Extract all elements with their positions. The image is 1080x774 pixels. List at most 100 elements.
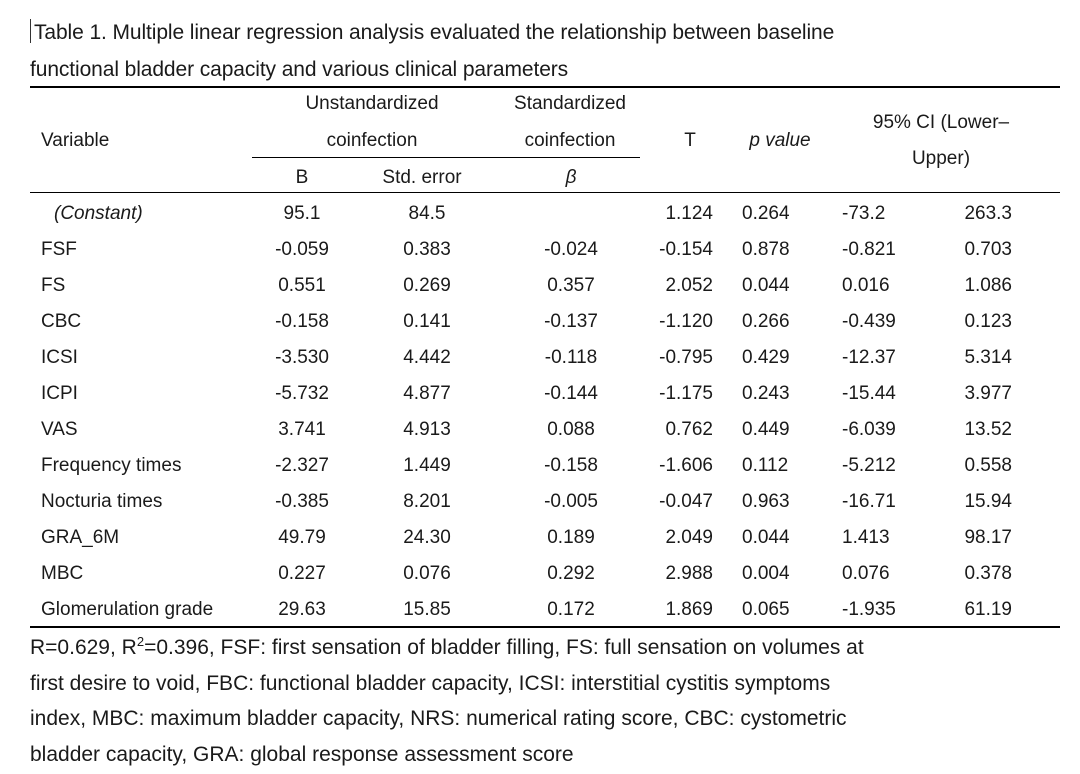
table-notes: R=0.629, R2=0.396, FSF: first sensation … [30,630,1060,772]
cell-ci-lower: -5.212 [842,455,896,476]
cell-p-value: 0.449 [742,419,790,440]
cell-ci-lower: -6.039 [842,419,896,440]
cell-std-error: 4.877 [403,383,451,404]
cell-ci-lower: -73.2 [842,203,886,224]
cell-p-value: 0.878 [742,239,790,260]
cell-t: -0.154 [659,239,713,260]
cell-variable: CBC [41,311,82,332]
caption-line-1: Table 1. Multiple linear regression anal… [30,14,1060,51]
cell-ci-upper: 13.52 [964,419,1012,440]
table-row: VAS 3.741 4.913 0.088 0.762 0.449 -6.039 13.52 [30,412,1060,448]
header-unstandardized-line-1: Unstandardized [305,93,439,114]
table-row: (Constant) 95.1 84.5 1.124 0.264 -73.2 263.3 [30,196,1060,232]
table-row: Nocturia times -0.385 8.201 -0.005 -0.047 0.9… [30,484,1060,520]
cell-beta: 0.088 [547,419,595,440]
cell-p-value: 0.266 [742,311,790,332]
cell-ci-upper: 263.3 [964,203,1012,224]
cell-p-value: 0.065 [742,599,790,620]
header-bottom-rule [30,192,1060,193]
cell-ci-upper: 98.17 [964,527,1012,548]
cell-std-error: 8.201 [403,491,451,512]
cell-b: -0.385 [275,491,329,512]
cell-variable: GRA_6M [41,527,120,548]
header-variable: Variable [41,130,110,151]
table-row: ICSI -3.530 4.442 -0.118 -0.795 0.429 -12.37 5.… [30,340,1060,376]
cell-variable: ICPI [41,383,78,404]
table-caption: Table 1. Multiple linear regression anal… [30,14,1060,88]
cell-std-error: 4.913 [403,419,451,440]
cell-b: -3.530 [275,347,329,368]
cell-t: 2.049 [665,527,713,548]
cell-std-error: 0.269 [403,275,451,296]
cell-beta: -0.144 [544,383,598,404]
cell-t: 1.869 [665,599,713,620]
notes-line-2: first desire to void, FBC: functional bl… [30,671,831,695]
cell-t: -1.606 [659,455,713,476]
cell-t: -0.795 [659,347,713,368]
header-ci-line-2: Upper) [911,148,971,169]
table-row: FSF -0.059 0.383 -0.024 -0.154 0.878 -0.821 0.7… [30,232,1060,268]
table-top-rule [30,86,1060,88]
cell-beta: 0.292 [547,563,595,584]
table-bottom-rule [30,626,1060,628]
cell-b: 0.551 [278,275,326,296]
cell-std-error: 0.076 [403,563,451,584]
cell-ci-upper: 61.19 [964,599,1012,620]
cell-beta: 0.357 [547,275,595,296]
table-row: ICPI -5.732 4.877 -0.144 -1.175 0.243 -15.44 3.… [30,376,1060,412]
cell-t: 2.052 [665,275,713,296]
cell-ci-lower: -1.935 [842,599,896,620]
cell-variable: FSF [41,239,77,260]
cell-ci-lower: 0.076 [842,563,890,584]
cell-ci-lower: -0.821 [842,239,896,260]
table-row: GRA_6M 49.79 24.30 0.189 2.049 0.044 1.413 98.1… [30,520,1060,556]
cell-ci-lower: 0.016 [842,275,890,296]
notes-line-3: index, MBC: maximum bladder capacity, NR… [30,707,847,730]
header-ci-line-1: 95% CI (Lower– [872,112,1010,133]
cell-variable: Frequency times [41,455,182,476]
cell-p-value: 0.044 [742,275,790,296]
cell-variable: Glomerulation grade [41,599,214,620]
notes-line-4: bladder capacity, GRA: global response a… [30,742,574,766]
cell-beta: -0.158 [544,455,598,476]
cell-ci-lower: -12.37 [842,347,896,368]
cell-b: 0.227 [278,563,326,584]
header-subrule [252,157,640,158]
cell-ci-upper: 0.123 [964,311,1012,332]
cell-beta: 0.172 [547,599,595,620]
cell-beta: -0.137 [544,311,598,332]
cell-t: 1.124 [665,203,713,224]
cell-b: -0.158 [275,311,329,332]
caption-line-2: functional bladder capacity and various … [30,58,569,81]
cell-beta: -0.024 [544,239,598,260]
cell-ci-upper: 0.378 [964,563,1012,584]
cell-ci-lower: 1.413 [842,527,890,548]
cell-ci-lower: -15.44 [842,383,896,404]
table-row: MBC 0.227 0.076 0.292 2.988 0.004 0.076 0.378 [30,556,1060,592]
cell-variable: (Constant) [54,203,143,224]
cell-ci-upper: 5.314 [964,347,1012,368]
cell-ci-upper: 1.086 [964,275,1012,296]
cell-ci-upper: 15.94 [964,491,1012,512]
table-row: CBC -0.158 0.141 -0.137 -1.120 0.266 -0.439 0.1… [30,304,1060,340]
table-row: Glomerulation grade 29.63 15.85 0.172 1.869 0… [30,592,1060,628]
cell-b: -2.327 [275,455,329,476]
cell-variable: ICSI [41,347,78,368]
cell-beta: -0.005 [544,491,598,512]
cell-variable: FS [41,275,66,296]
header-t: T [684,130,696,151]
cell-p-value: 0.243 [742,383,790,404]
header-unstandardized-line-2: coinfection [326,130,418,151]
cell-b: 3.741 [278,419,326,440]
table-row: Frequency times -2.327 1.449 -0.158 -1.606 0.… [30,448,1060,484]
cell-b: -5.732 [275,383,329,404]
cell-std-error: 4.442 [403,347,451,368]
cell-std-error: 24.30 [403,527,451,548]
header-b: B [295,167,309,188]
cell-b: 29.63 [278,599,326,620]
cell-t: 2.988 [665,563,713,584]
cell-b: 49.79 [278,527,326,548]
header-standardized-line-1: Standardized [514,93,626,114]
table-row: FS 0.551 0.269 0.357 2.052 0.044 0.016 1.086 [30,268,1060,304]
cell-p-value: 0.044 [742,527,790,548]
